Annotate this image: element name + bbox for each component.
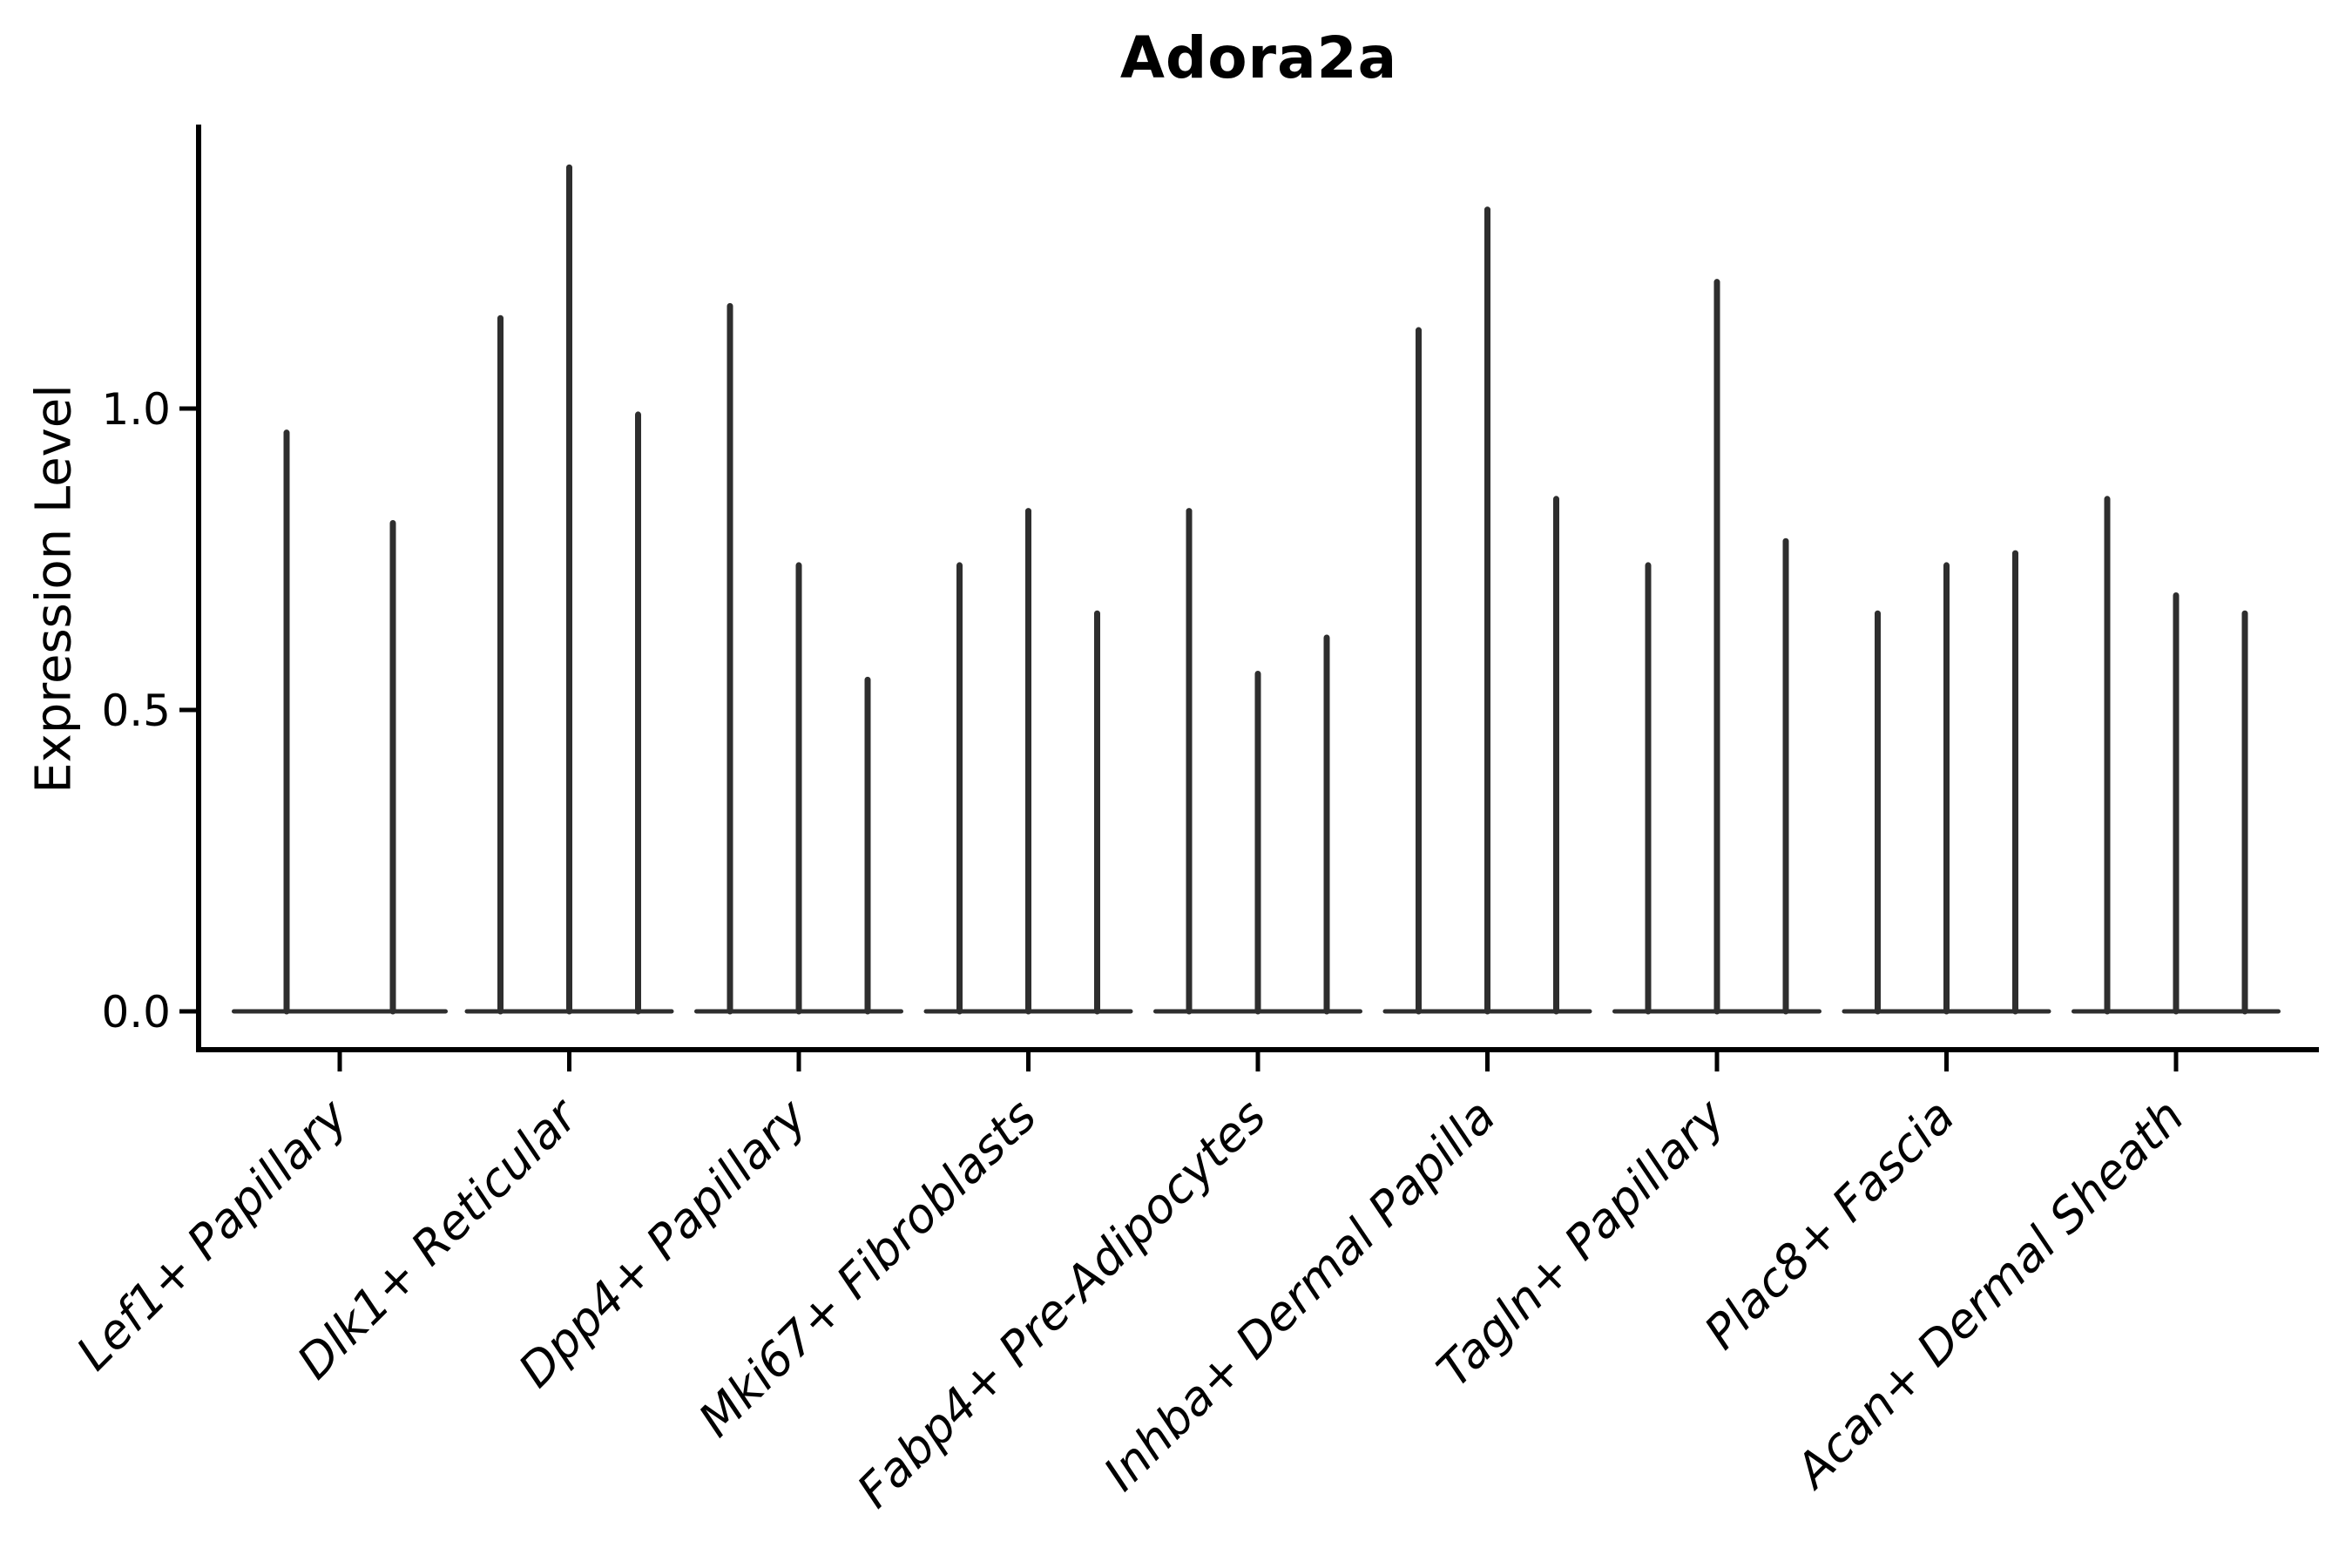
x-tick-label: Acan+ Dermal Sheath (1783, 1089, 2194, 1500)
y-tick-label: 0.5 (101, 686, 171, 736)
y-tick-label: 1.0 (101, 384, 171, 435)
chart-title: Adora2a (1119, 24, 1398, 91)
violin-baseline (232, 1009, 448, 1014)
y-tick-label: 0.0 (101, 987, 171, 1037)
x-tick-label: Inhba+ Dermal Papilla (1093, 1089, 1506, 1502)
x-tick-label: Fabp4+ Pre-Adipocytes (847, 1089, 1276, 1518)
